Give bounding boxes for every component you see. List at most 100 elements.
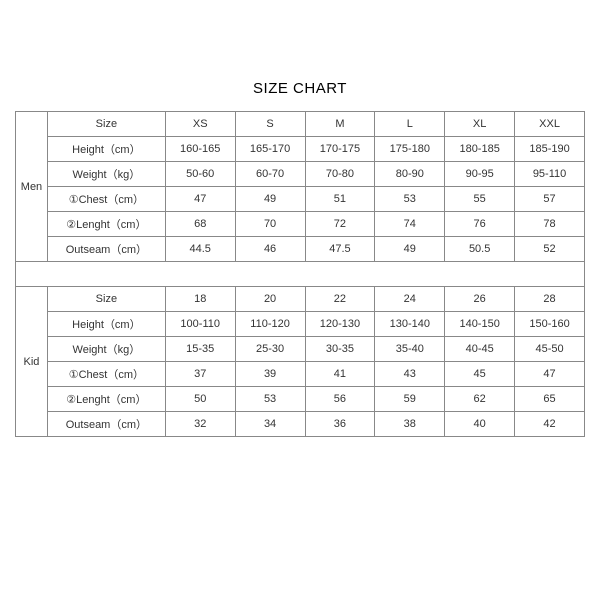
cell-value: 36 [305,412,375,437]
cell-value: 49 [235,187,305,212]
cell-value: 52 [515,237,585,262]
cell-value: 18 [165,287,235,312]
table-row: ②Lenght（cm）687072747678 [16,212,585,237]
row-label: Weight（kg） [47,337,165,362]
cell-value: 130-140 [375,312,445,337]
group-label: Kid [16,287,48,437]
cell-value: 56 [305,387,375,412]
row-label: ②Lenght（cm） [47,212,165,237]
cell-value: L [375,112,445,137]
cell-value: 57 [515,187,585,212]
row-label: Weight（kg） [47,162,165,187]
cell-value: 44.5 [165,237,235,262]
chart-title: SIZE CHART [253,80,347,97]
table-row: Weight（kg）50-6060-7070-8080-9090-9595-11… [16,162,585,187]
cell-value: 50 [165,387,235,412]
cell-value: 110-120 [235,312,305,337]
cell-value: 45 [445,362,515,387]
cell-value: 40-45 [445,337,515,362]
group-label: Men [16,112,48,262]
cell-value: 34 [235,412,305,437]
cell-value: 35-40 [375,337,445,362]
cell-value: 100-110 [165,312,235,337]
table-row: ①Chest（cm）373941434547 [16,362,585,387]
table-row: Height（cm）160-165165-170170-175175-18018… [16,137,585,162]
cell-value: 50.5 [445,237,515,262]
row-label: ②Lenght（cm） [47,387,165,412]
cell-value: 74 [375,212,445,237]
cell-value: 76 [445,212,515,237]
row-label: ①Chest（cm） [47,362,165,387]
cell-value: 90-95 [445,162,515,187]
cell-value: 40 [445,412,515,437]
cell-value: 55 [445,187,515,212]
cell-value: 49 [375,237,445,262]
table-row: Height（cm）100-110110-120120-130130-14014… [16,312,585,337]
cell-value: 180-185 [445,137,515,162]
cell-value: 60-70 [235,162,305,187]
table-row: KidSize182022242628 [16,287,585,312]
size-chart-table: MenSizeXSSMLXLXXLHeight（cm）160-165165-17… [15,111,585,437]
cell-value: 185-190 [515,137,585,162]
cell-value: 72 [305,212,375,237]
cell-value: 70-80 [305,162,375,187]
cell-value: 37 [165,362,235,387]
table-row: Outseam（cm）44.54647.54950.552 [16,237,585,262]
table-row: ②Lenght（cm）505356596265 [16,387,585,412]
spacer-row [16,262,585,287]
cell-value: 22 [305,287,375,312]
cell-value: 165-170 [235,137,305,162]
cell-value: 41 [305,362,375,387]
cell-value: 80-90 [375,162,445,187]
cell-value: 150-160 [515,312,585,337]
cell-value: 47.5 [305,237,375,262]
cell-value: 42 [515,412,585,437]
cell-value: XXL [515,112,585,137]
cell-value: 47 [515,362,585,387]
cell-value: 62 [445,387,515,412]
cell-value: M [305,112,375,137]
cell-value: 38 [375,412,445,437]
table-row: MenSizeXSSMLXLXXL [16,112,585,137]
cell-value: 43 [375,362,445,387]
cell-value: 46 [235,237,305,262]
cell-value: 170-175 [305,137,375,162]
cell-value: 120-130 [305,312,375,337]
table-row: Weight（kg）15-3525-3030-3535-4040-4545-50 [16,337,585,362]
cell-value: 47 [165,187,235,212]
row-label: Height（cm） [47,312,165,337]
cell-value: 24 [375,287,445,312]
cell-value: 28 [515,287,585,312]
row-label: Size [47,287,165,312]
cell-value: XS [165,112,235,137]
table-row: ①Chest（cm）474951535557 [16,187,585,212]
cell-value: 53 [235,387,305,412]
cell-value: 95-110 [515,162,585,187]
cell-value: 160-165 [165,137,235,162]
cell-value: S [235,112,305,137]
cell-value: 78 [515,212,585,237]
spacer-cell [16,262,585,287]
cell-value: 70 [235,212,305,237]
table-row: Outseam（cm）323436384042 [16,412,585,437]
cell-value: 15-35 [165,337,235,362]
cell-value: 51 [305,187,375,212]
cell-value: 30-35 [305,337,375,362]
cell-value: 68 [165,212,235,237]
row-label: Outseam（cm） [47,237,165,262]
cell-value: 45-50 [515,337,585,362]
cell-value: XL [445,112,515,137]
cell-value: 59 [375,387,445,412]
cell-value: 25-30 [235,337,305,362]
row-label: Height（cm） [47,137,165,162]
cell-value: 32 [165,412,235,437]
cell-value: 26 [445,287,515,312]
cell-value: 20 [235,287,305,312]
cell-value: 39 [235,362,305,387]
cell-value: 53 [375,187,445,212]
row-label: Outseam（cm） [47,412,165,437]
row-label: ①Chest（cm） [47,187,165,212]
cell-value: 65 [515,387,585,412]
cell-value: 140-150 [445,312,515,337]
cell-value: 50-60 [165,162,235,187]
